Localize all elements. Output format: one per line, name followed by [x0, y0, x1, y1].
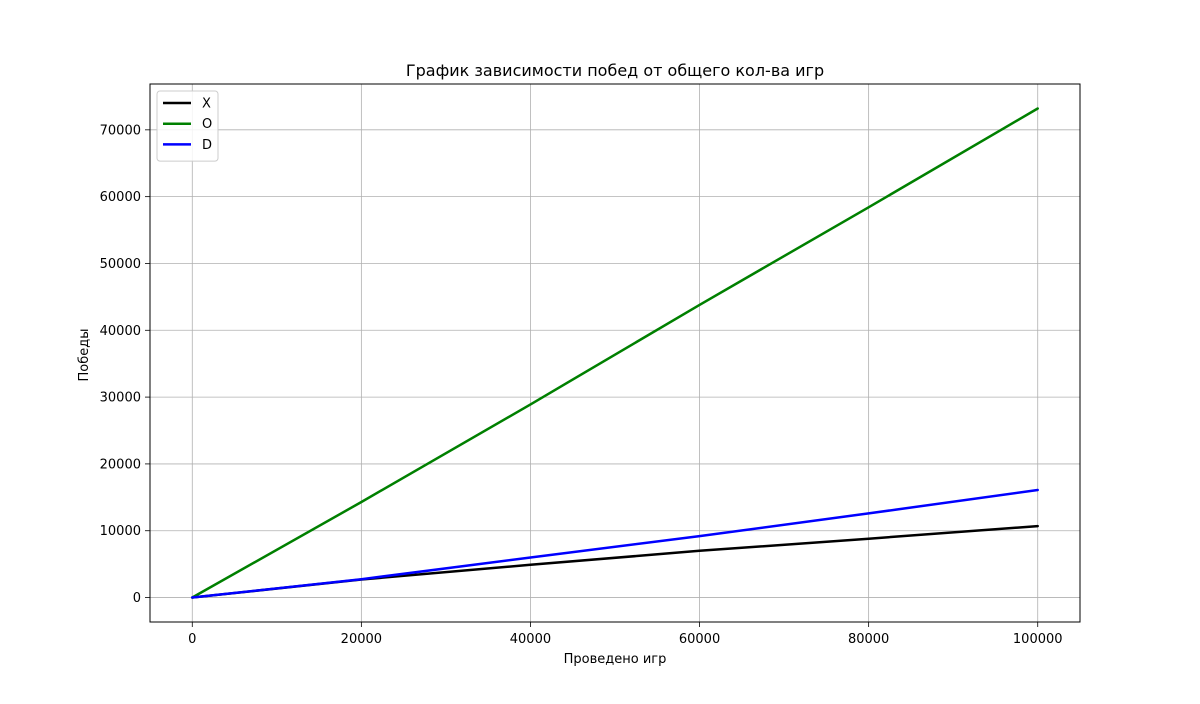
x-tick-label: 80000 — [848, 632, 889, 647]
plot-frame — [149, 83, 1081, 623]
x-tick-label: 0 — [188, 632, 196, 647]
series-line-o — [191, 107, 1039, 599]
x-tick-label: 60000 — [679, 632, 720, 647]
series-line-x — [191, 524, 1039, 599]
chart-title: График зависимости побед от общего кол-в… — [406, 61, 824, 80]
y-tick-label: 40000 — [100, 324, 141, 339]
y-tick-label: 50000 — [100, 257, 141, 272]
y-tick-label: 60000 — [100, 190, 141, 205]
series-line-d — [191, 488, 1039, 599]
grid-layer — [150, 84, 1080, 622]
x-tick-label: 40000 — [510, 632, 551, 647]
legend: XOD — [156, 90, 219, 162]
tick-layer: 0 20000 40000 60000 80000 100000 0 10000 20000 30… — [100, 123, 1063, 647]
y-axis-label: Победы — [77, 329, 92, 382]
x-axis-label: Проведено игр — [564, 652, 667, 667]
y-tick-label: 0 — [133, 591, 141, 606]
x-tick-label: 100000 — [1013, 632, 1063, 647]
legend-label-x: X — [202, 97, 211, 112]
y-tick-label: 20000 — [100, 457, 141, 472]
y-tick-label: 30000 — [100, 391, 141, 406]
y-tick-label: 70000 — [100, 123, 141, 138]
series-layer — [191, 107, 1039, 599]
legend-label-d: D — [202, 138, 212, 153]
legend-label-o: O — [202, 117, 212, 132]
x-tick-label: 20000 — [341, 632, 382, 647]
y-tick-label: 10000 — [100, 524, 141, 539]
